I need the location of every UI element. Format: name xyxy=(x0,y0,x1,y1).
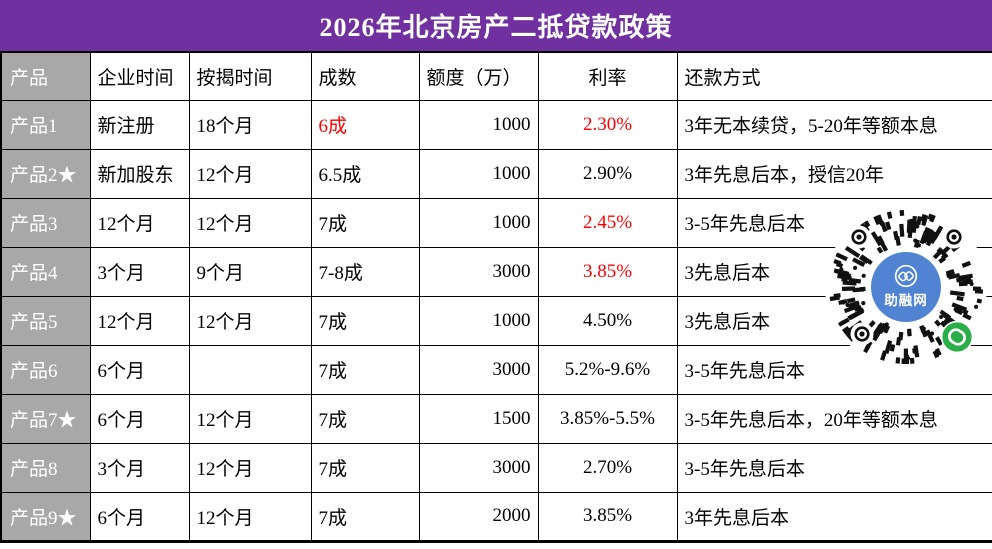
cell-company-age: 3个月 xyxy=(89,442,190,493)
cell-company-age: 6个月 xyxy=(89,393,190,444)
cell-product: 产品8 xyxy=(0,442,91,493)
column-header-mortgage-age: 按揭时间 xyxy=(188,51,312,101)
column-header-repayment: 还款方式 xyxy=(676,51,992,101)
cell-product: 产品2★ xyxy=(0,148,91,199)
column-header-quota: 额度（万） xyxy=(418,51,539,101)
cell-company-age: 6个月 xyxy=(89,491,190,542)
cell-product: 产品3 xyxy=(0,197,91,248)
cell-mortgage-age: 12个月 xyxy=(188,148,312,199)
qr-brand-label: 助融网 xyxy=(884,292,928,308)
column-header-rate: 利率 xyxy=(537,51,678,101)
cell-mortgage-age: 12个月 xyxy=(188,393,312,444)
cell-mortgage-age: 12个月 xyxy=(188,491,312,542)
column-header-product: 产品 xyxy=(0,51,91,101)
cell-repayment: 3-5年先息后本，20年等额本息 xyxy=(676,393,992,444)
cell-company-age: 新加股东 xyxy=(89,148,190,199)
cell-quota: 1000 xyxy=(418,148,539,199)
cell-rate: 5.2%-9.6% xyxy=(537,344,678,395)
cell-quota: 3000 xyxy=(418,442,539,493)
cell-quota: 3000 xyxy=(418,344,539,395)
cell-ltv: 7成 xyxy=(310,295,420,346)
qr-eye-icon xyxy=(847,225,871,249)
table-row: 产品2★ 新加股东 12个月 6.5成 1000 2.90% 3年先息后本，授信… xyxy=(0,148,992,199)
wechat-miniprogram-icon xyxy=(940,320,974,354)
cell-rate: 2.30% xyxy=(537,99,678,150)
zhurongwang-logo-icon xyxy=(894,264,918,288)
cell-product: 产品5 xyxy=(0,295,91,346)
cell-product: 产品9★ xyxy=(0,491,91,542)
cell-mortgage-age: 9个月 xyxy=(188,246,312,297)
cell-ltv: 7成 xyxy=(310,344,420,395)
cell-rate: 3.85%-5.5% xyxy=(537,393,678,444)
cell-rate: 3.85% xyxy=(537,246,678,297)
cell-company-age: 3个月 xyxy=(89,246,190,297)
qr-code: 助融网 xyxy=(825,206,987,368)
cell-ltv: 7成 xyxy=(310,197,420,248)
header-row: 产品 企业时间 按揭时间 成数 额度（万） 利率 还款方式 xyxy=(0,51,992,101)
cell-rate: 2.90% xyxy=(537,148,678,199)
cell-mortgage-age xyxy=(188,344,312,395)
column-header-ltv: 成数 xyxy=(310,51,420,101)
table-row: 产品9★ 6个月 12个月 7成 2000 3.85% 3年先息后本 xyxy=(0,491,992,542)
table-row: 产品6 6个月 7成 3000 5.2%-9.6% 3-5年先息后本 xyxy=(0,344,992,395)
cell-repayment: 3-5年先息后本 xyxy=(676,442,992,493)
cell-quota: 1500 xyxy=(418,393,539,444)
cell-rate: 2.70% xyxy=(537,442,678,493)
cell-repayment: 3年无本续贷，5-20年等额本息 xyxy=(676,99,992,150)
cell-repayment: 3年先息后本 xyxy=(676,491,992,542)
cell-product: 产品4 xyxy=(0,246,91,297)
cell-rate: 2.45% xyxy=(537,197,678,248)
miniprogram-qr-icon: 助融网 xyxy=(829,209,984,365)
cell-rate: 4.50% xyxy=(537,295,678,346)
cell-mortgage-age: 12个月 xyxy=(188,295,312,346)
cell-product: 产品1 xyxy=(0,99,91,150)
table-row: 产品1 新注册 18个月 6成 1000 2.30% 3年无本续贷，5-20年等… xyxy=(0,99,992,150)
cell-company-age: 12个月 xyxy=(89,197,190,248)
table-row: 产品8 3个月 12个月 7成 3000 2.70% 3-5年先息后本 xyxy=(0,442,992,493)
cell-ltv: 7成 xyxy=(310,491,420,542)
table-row: 产品7★ 6个月 12个月 7成 1500 3.85%-5.5% 3-5年先息后… xyxy=(0,393,992,444)
column-header-company-age: 企业时间 xyxy=(89,51,190,101)
cell-ltv: 6.5成 xyxy=(310,148,420,199)
table-row: 产品4 3个月 9个月 7-8成 3000 3.85% 3先息后本 xyxy=(0,246,992,297)
page-title: 2026年北京房产二抵贷款政策 xyxy=(319,13,673,42)
cell-quota: 2000 xyxy=(418,491,539,542)
cell-quota: 3000 xyxy=(418,246,539,297)
cell-mortgage-age: 12个月 xyxy=(188,197,312,248)
cell-ltv: 7成 xyxy=(310,393,420,444)
cell-company-age: 6个月 xyxy=(89,344,190,395)
cell-company-age: 12个月 xyxy=(89,295,190,346)
cell-ltv: 6成 xyxy=(310,99,420,150)
cell-quota: 1000 xyxy=(418,197,539,248)
cell-rate: 3.85% xyxy=(537,491,678,542)
cell-product: 产品6 xyxy=(0,344,91,395)
qr-eye-icon xyxy=(850,322,874,346)
cell-ltv: 7-8成 xyxy=(310,246,420,297)
cell-mortgage-age: 12个月 xyxy=(188,442,312,493)
cell-quota: 1000 xyxy=(418,295,539,346)
cell-ltv: 7成 xyxy=(310,442,420,493)
cell-quota: 1000 xyxy=(418,99,539,150)
cell-company-age: 新注册 xyxy=(89,99,190,150)
cell-product: 产品7★ xyxy=(0,393,91,444)
qr-eye-icon xyxy=(942,225,966,249)
cell-repayment: 3年先息后本，授信20年 xyxy=(676,148,992,199)
title-bar: 2026年北京房产二抵贷款政策 xyxy=(0,0,992,51)
cell-mortgage-age: 18个月 xyxy=(188,99,312,150)
